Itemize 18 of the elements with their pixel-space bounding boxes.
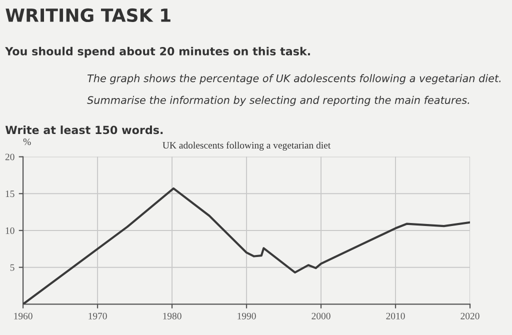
x-tick-label: 1990 [238,312,256,320]
y-tick-label: 5 [10,264,14,271]
x-tick-label: 1980 [163,312,182,320]
x-tick-label: 1970 [88,312,107,320]
x-tick-label: 2020 [460,312,480,320]
x-tick-label: 2010 [386,312,405,320]
chart-title: UK adolescents following a vegetarian diet [162,142,331,151]
y-tick-label: 10 [6,227,14,234]
y-axis-title: % [23,138,31,146]
text: Write at least 150 words. [5,126,163,134]
x-tick-label: 1960 [14,312,32,320]
text: You should spend about 20 minutes on this task. [5,46,310,58]
text: WRITING TASK 1 [6,8,170,22]
y-tick-label: 20 [5,154,14,160]
x-tick-label: 2000 [312,312,330,320]
text: Summarise the information by selecting and reporting the main features. [87,96,470,106]
y-tick-label: 15 [6,190,14,198]
text: The graph shows the percentage of UK adolescents following a vegetarian diet. [87,74,501,84]
